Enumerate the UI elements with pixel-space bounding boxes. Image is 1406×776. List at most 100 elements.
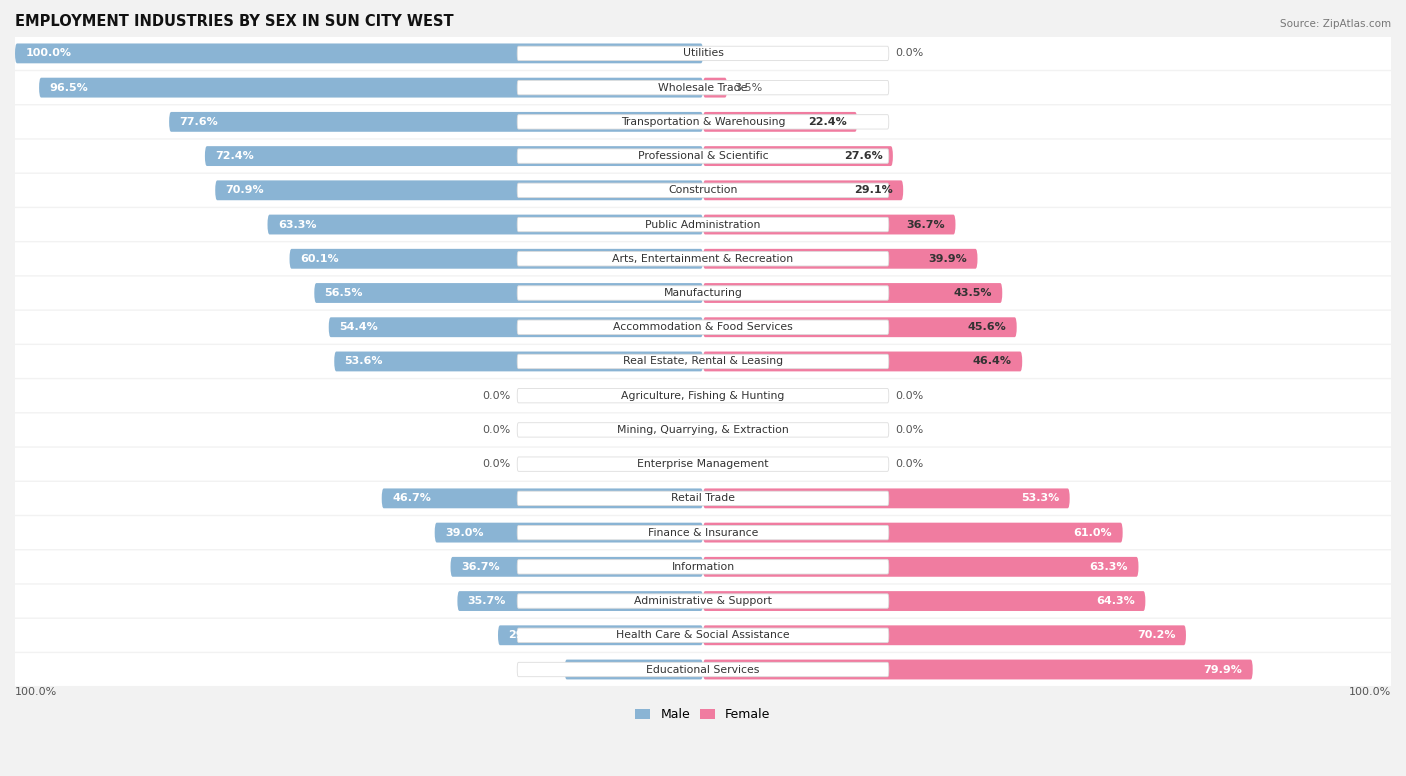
FancyBboxPatch shape	[315, 283, 703, 303]
Text: 79.9%: 79.9%	[1204, 664, 1243, 674]
Text: 39.0%: 39.0%	[446, 528, 484, 538]
FancyBboxPatch shape	[703, 317, 1017, 337]
Text: Arts, Entertainment & Recreation: Arts, Entertainment & Recreation	[613, 254, 793, 264]
FancyBboxPatch shape	[703, 625, 1187, 645]
FancyBboxPatch shape	[11, 71, 1395, 104]
FancyBboxPatch shape	[11, 379, 1395, 412]
FancyBboxPatch shape	[11, 550, 1395, 584]
Text: Utilities: Utilities	[682, 48, 724, 58]
FancyBboxPatch shape	[11, 653, 1395, 686]
Text: 0.0%: 0.0%	[896, 390, 924, 400]
Text: Accommodation & Food Services: Accommodation & Food Services	[613, 322, 793, 332]
FancyBboxPatch shape	[703, 488, 1070, 508]
FancyBboxPatch shape	[267, 215, 703, 234]
FancyBboxPatch shape	[434, 523, 703, 542]
FancyBboxPatch shape	[11, 618, 1395, 652]
Text: 46.4%: 46.4%	[973, 356, 1012, 366]
Text: 100.0%: 100.0%	[15, 687, 58, 697]
FancyBboxPatch shape	[11, 345, 1395, 378]
Text: Finance & Insurance: Finance & Insurance	[648, 528, 758, 538]
Text: 35.7%: 35.7%	[468, 596, 506, 606]
FancyBboxPatch shape	[517, 628, 889, 643]
Text: Retail Trade: Retail Trade	[671, 494, 735, 504]
Text: Administrative & Support: Administrative & Support	[634, 596, 772, 606]
FancyBboxPatch shape	[703, 112, 858, 132]
Text: 29.8%: 29.8%	[509, 630, 547, 640]
Text: Public Administration: Public Administration	[645, 220, 761, 230]
FancyBboxPatch shape	[703, 215, 956, 234]
Text: Manufacturing: Manufacturing	[664, 288, 742, 298]
FancyBboxPatch shape	[11, 140, 1395, 172]
FancyBboxPatch shape	[11, 37, 1395, 70]
FancyBboxPatch shape	[703, 557, 1139, 577]
FancyBboxPatch shape	[11, 584, 1395, 618]
Text: Source: ZipAtlas.com: Source: ZipAtlas.com	[1279, 19, 1391, 29]
FancyBboxPatch shape	[11, 174, 1395, 206]
Text: 43.5%: 43.5%	[953, 288, 993, 298]
Text: Educational Services: Educational Services	[647, 664, 759, 674]
FancyBboxPatch shape	[517, 149, 889, 163]
FancyBboxPatch shape	[11, 208, 1395, 241]
Text: 36.7%: 36.7%	[461, 562, 499, 572]
Text: 0.0%: 0.0%	[896, 48, 924, 58]
FancyBboxPatch shape	[169, 112, 703, 132]
FancyBboxPatch shape	[215, 180, 703, 200]
Text: 72.4%: 72.4%	[215, 151, 254, 161]
Text: Professional & Scientific: Professional & Scientific	[638, 151, 768, 161]
Legend: Male, Female: Male, Female	[630, 703, 776, 726]
Text: 39.9%: 39.9%	[928, 254, 967, 264]
Text: 20.1%: 20.1%	[575, 664, 613, 674]
Text: 0.0%: 0.0%	[482, 459, 510, 469]
Text: 77.6%: 77.6%	[180, 117, 218, 126]
FancyBboxPatch shape	[517, 389, 889, 403]
Text: 45.6%: 45.6%	[967, 322, 1007, 332]
FancyBboxPatch shape	[15, 43, 703, 64]
FancyBboxPatch shape	[11, 311, 1395, 344]
FancyBboxPatch shape	[517, 286, 889, 300]
Text: 3.5%: 3.5%	[734, 82, 762, 92]
FancyBboxPatch shape	[517, 559, 889, 574]
Text: Wholesale Trade: Wholesale Trade	[658, 82, 748, 92]
FancyBboxPatch shape	[517, 525, 889, 540]
FancyBboxPatch shape	[11, 276, 1395, 310]
Text: 100.0%: 100.0%	[1348, 687, 1391, 697]
FancyBboxPatch shape	[703, 283, 1002, 303]
Text: Health Care & Social Assistance: Health Care & Social Assistance	[616, 630, 790, 640]
FancyBboxPatch shape	[11, 448, 1395, 480]
Text: Transportation & Warehousing: Transportation & Warehousing	[621, 117, 785, 126]
Text: 36.7%: 36.7%	[907, 220, 945, 230]
Text: Construction: Construction	[668, 185, 738, 196]
Text: 70.2%: 70.2%	[1137, 630, 1175, 640]
Text: 0.0%: 0.0%	[896, 459, 924, 469]
Text: Enterprise Management: Enterprise Management	[637, 459, 769, 469]
Text: Information: Information	[672, 562, 734, 572]
Text: 53.3%: 53.3%	[1021, 494, 1059, 504]
Text: 56.5%: 56.5%	[325, 288, 363, 298]
Text: 63.3%: 63.3%	[278, 220, 316, 230]
Text: 27.6%: 27.6%	[844, 151, 883, 161]
FancyBboxPatch shape	[703, 352, 1022, 372]
FancyBboxPatch shape	[329, 317, 703, 337]
FancyBboxPatch shape	[517, 251, 889, 266]
Text: EMPLOYMENT INDUSTRIES BY SEX IN SUN CITY WEST: EMPLOYMENT INDUSTRIES BY SEX IN SUN CITY…	[15, 15, 454, 29]
FancyBboxPatch shape	[517, 217, 889, 232]
FancyBboxPatch shape	[335, 352, 703, 372]
Text: 29.1%: 29.1%	[853, 185, 893, 196]
FancyBboxPatch shape	[11, 482, 1395, 514]
FancyBboxPatch shape	[381, 488, 703, 508]
FancyBboxPatch shape	[703, 180, 903, 200]
Text: 46.7%: 46.7%	[392, 494, 430, 504]
FancyBboxPatch shape	[517, 423, 889, 437]
FancyBboxPatch shape	[703, 78, 727, 98]
FancyBboxPatch shape	[290, 249, 703, 268]
FancyBboxPatch shape	[703, 523, 1122, 542]
FancyBboxPatch shape	[517, 457, 889, 471]
FancyBboxPatch shape	[457, 591, 703, 611]
Text: 64.3%: 64.3%	[1097, 596, 1135, 606]
Text: Real Estate, Rental & Leasing: Real Estate, Rental & Leasing	[623, 356, 783, 366]
Text: 0.0%: 0.0%	[482, 425, 510, 435]
Text: 100.0%: 100.0%	[25, 48, 72, 58]
FancyBboxPatch shape	[498, 625, 703, 645]
FancyBboxPatch shape	[517, 47, 889, 61]
FancyBboxPatch shape	[11, 516, 1395, 549]
